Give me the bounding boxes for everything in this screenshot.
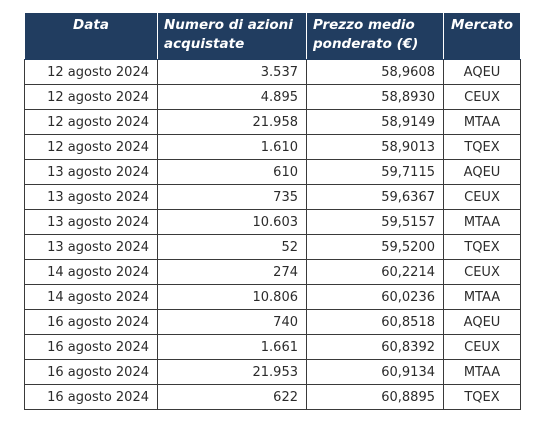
cell-market: AQEU <box>443 309 521 335</box>
table-header: Data Numero di azioni acquistate Prezzo … <box>24 12 521 60</box>
share-purchases-table: Data Numero di azioni acquistate Prezzo … <box>24 12 521 410</box>
cell-market: CEUX <box>443 259 521 285</box>
cell-shares: 740 <box>157 309 307 335</box>
cell-price: 60,8392 <box>306 334 444 360</box>
cell-date: 13 agosto 2024 <box>24 209 158 235</box>
cell-price: 60,2214 <box>306 259 444 285</box>
header-price: Prezzo medio ponderato (€) <box>306 12 444 60</box>
header-date-label: Data <box>73 17 109 33</box>
header-shares: Numero di azioni acquistate <box>157 12 307 60</box>
cell-date: 12 agosto 2024 <box>24 134 158 160</box>
cell-date: 14 agosto 2024 <box>24 259 158 285</box>
cell-price: 59,7115 <box>306 159 444 185</box>
cell-market: CEUX <box>443 334 521 360</box>
header-market-label: Mercato <box>450 17 514 33</box>
cell-price: 60,0236 <box>306 284 444 310</box>
cell-shares: 21.953 <box>157 359 307 385</box>
cell-market: CEUX <box>443 84 521 110</box>
table-row: 12 agosto 2024 1.610 58,9013 TQEX <box>24 134 521 160</box>
cell-date: 12 agosto 2024 <box>24 59 158 85</box>
cell-price: 60,9134 <box>306 359 444 385</box>
cell-shares: 735 <box>157 184 307 210</box>
table-row: 13 agosto 2024 610 59,7115 AQEU <box>24 159 521 185</box>
table-row: 16 agosto 2024 622 60,8895 TQEX <box>24 384 521 410</box>
header-date: Data <box>24 12 158 60</box>
cell-price: 58,9608 <box>306 59 444 85</box>
cell-shares: 4.895 <box>157 84 307 110</box>
cell-price: 59,6367 <box>306 184 444 210</box>
cell-market: TQEX <box>443 134 521 160</box>
table-row: 16 agosto 2024 21.953 60,9134 MTAA <box>24 359 521 385</box>
cell-date: 16 agosto 2024 <box>24 334 158 360</box>
cell-market: MTAA <box>443 109 521 135</box>
cell-market: MTAA <box>443 284 521 310</box>
cell-price: 59,5157 <box>306 209 444 235</box>
table-row: 14 agosto 2024 274 60,2214 CEUX <box>24 259 521 285</box>
cell-price: 58,9149 <box>306 109 444 135</box>
cell-market: AQEU <box>443 159 521 185</box>
cell-date: 16 agosto 2024 <box>24 309 158 335</box>
cell-price: 60,8518 <box>306 309 444 335</box>
table-row: 12 agosto 2024 4.895 58,8930 CEUX <box>24 84 521 110</box>
header-shares-label: Numero di azioni acquistate <box>164 17 293 52</box>
cell-date: 13 agosto 2024 <box>24 234 158 260</box>
header-row: Data Numero di azioni acquistate Prezzo … <box>24 12 521 60</box>
cell-market: CEUX <box>443 184 521 210</box>
purchases-table-container: Data Numero di azioni acquistate Prezzo … <box>24 12 521 410</box>
cell-shares: 610 <box>157 159 307 185</box>
cell-shares: 622 <box>157 384 307 410</box>
cell-market: TQEX <box>443 234 521 260</box>
table-row: 13 agosto 2024 52 59,5200 TQEX <box>24 234 521 260</box>
cell-shares: 21.958 <box>157 109 307 135</box>
cell-date: 16 agosto 2024 <box>24 359 158 385</box>
cell-date: 14 agosto 2024 <box>24 284 158 310</box>
cell-price: 58,8930 <box>306 84 444 110</box>
table-body: 12 agosto 2024 3.537 58,9608 AQEU 12 agosto… <box>24 59 521 410</box>
cell-shares: 274 <box>157 259 307 285</box>
cell-shares: 10.603 <box>157 209 307 235</box>
cell-market: AQEU <box>443 59 521 85</box>
cell-shares: 10.806 <box>157 284 307 310</box>
cell-shares: 52 <box>157 234 307 260</box>
cell-date: 12 agosto 2024 <box>24 109 158 135</box>
cell-shares: 1.661 <box>157 334 307 360</box>
table-row: 12 agosto 2024 3.537 58,9608 AQEU <box>24 59 521 85</box>
table-row: 13 agosto 2024 10.603 59,5157 MTAA <box>24 209 521 235</box>
cell-date: 13 agosto 2024 <box>24 184 158 210</box>
header-market: Mercato <box>443 12 521 60</box>
table-row: 16 agosto 2024 1.661 60,8392 CEUX <box>24 334 521 360</box>
cell-shares: 1.610 <box>157 134 307 160</box>
header-price-label: Prezzo medio ponderato (€) <box>313 17 419 52</box>
cell-date: 12 agosto 2024 <box>24 84 158 110</box>
table-row: 16 agosto 2024 740 60,8518 AQEU <box>24 309 521 335</box>
cell-date: 13 agosto 2024 <box>24 159 158 185</box>
cell-price: 60,8895 <box>306 384 444 410</box>
table-row: 14 agosto 2024 10.806 60,0236 MTAA <box>24 284 521 310</box>
table-row: 12 agosto 2024 21.958 58,9149 MTAA <box>24 109 521 135</box>
cell-market: MTAA <box>443 359 521 385</box>
cell-price: 58,9013 <box>306 134 444 160</box>
cell-market: TQEX <box>443 384 521 410</box>
cell-shares: 3.537 <box>157 59 307 85</box>
table-row: 13 agosto 2024 735 59,6367 CEUX <box>24 184 521 210</box>
cell-price: 59,5200 <box>306 234 444 260</box>
cell-date: 16 agosto 2024 <box>24 384 158 410</box>
cell-market: MTAA <box>443 209 521 235</box>
